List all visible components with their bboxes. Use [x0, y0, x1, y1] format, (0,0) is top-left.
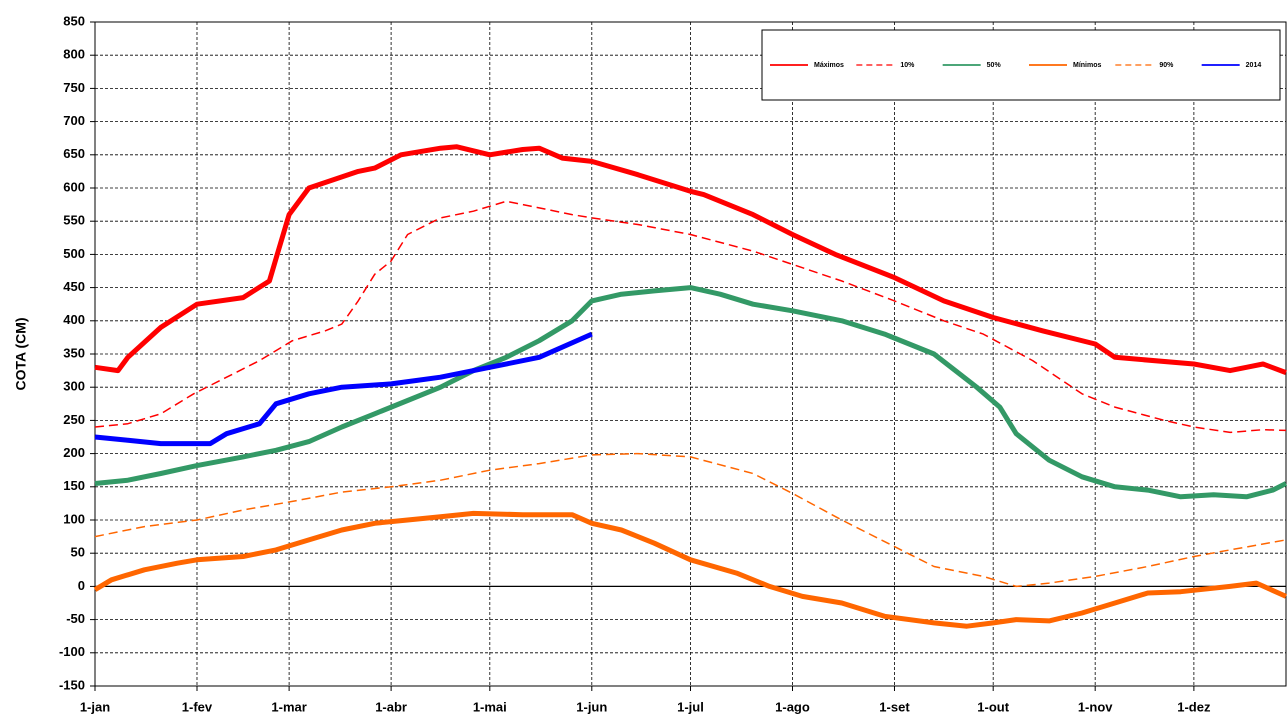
x-tick-label: 1-ago	[775, 699, 810, 714]
legend-label: 50%	[987, 62, 1002, 69]
y-tick-label: 650	[63, 146, 85, 161]
y-tick-label: 0	[78, 578, 85, 593]
x-tick-label: 1-jul	[677, 699, 704, 714]
legend-label: 10%	[900, 62, 915, 69]
legend-label: 90%	[1159, 62, 1174, 69]
x-tick-label: 1-abr	[375, 699, 407, 714]
series-line	[94, 144, 1287, 375]
y-tick-label: 350	[63, 345, 85, 360]
y-tick-label: 800	[63, 47, 85, 62]
series-line	[94, 285, 1287, 500]
x-tick-label: 1-out	[977, 699, 1009, 714]
x-tick-label: 1-fev	[182, 699, 213, 714]
x-tick-label: 1-nov	[1078, 699, 1113, 714]
y-tick-label: 700	[63, 113, 85, 128]
series-line	[94, 452, 1287, 588]
legend-label: 2014	[1246, 62, 1262, 69]
y-tick-label: 750	[63, 80, 85, 95]
y-tick-label: -150	[59, 677, 85, 692]
x-tick-label: 1-jan	[80, 699, 110, 714]
x-tick-label: 1-mar	[271, 699, 306, 714]
x-tick-label: 1-mai	[473, 699, 507, 714]
y-tick-label: 450	[63, 279, 85, 294]
x-tick-label: 1-set	[879, 699, 910, 714]
y-tick-label: 600	[63, 179, 85, 194]
y-tick-label: 400	[63, 312, 85, 327]
series-line	[93, 510, 1287, 629]
y-axis-title: COTA (CM)	[13, 317, 29, 390]
series-line	[94, 331, 593, 447]
y-tick-label: 250	[63, 412, 85, 427]
series-line	[94, 200, 1287, 434]
y-tick-label: 200	[63, 445, 85, 460]
y-tick-label: -100	[59, 644, 85, 659]
y-tick-label: 150	[63, 478, 85, 493]
legend-box	[761, 29, 1281, 101]
y-tick-label: 300	[63, 379, 85, 394]
y-tick-label: -50	[66, 611, 85, 626]
y-tick-label: 550	[63, 213, 85, 228]
x-tick-label: 1-jun	[576, 699, 607, 714]
x-tick-label: 1-dez	[1177, 699, 1211, 714]
y-tick-label: 500	[63, 246, 85, 261]
legend-label: Máximos	[814, 62, 844, 69]
y-tick-label: 850	[63, 13, 85, 28]
y-tick-label: 100	[63, 511, 85, 526]
legend-label: Mínimos	[1073, 62, 1101, 69]
y-tick-label: 50	[71, 545, 85, 560]
